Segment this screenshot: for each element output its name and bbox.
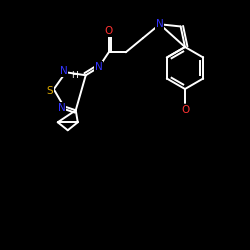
Text: N: N	[58, 103, 66, 113]
Text: O: O	[104, 26, 113, 36]
Text: H: H	[71, 71, 78, 80]
Text: S: S	[46, 86, 53, 96]
Text: N: N	[95, 62, 102, 72]
Text: N: N	[60, 66, 68, 76]
Text: N: N	[156, 19, 164, 29]
Text: O: O	[181, 105, 189, 115]
